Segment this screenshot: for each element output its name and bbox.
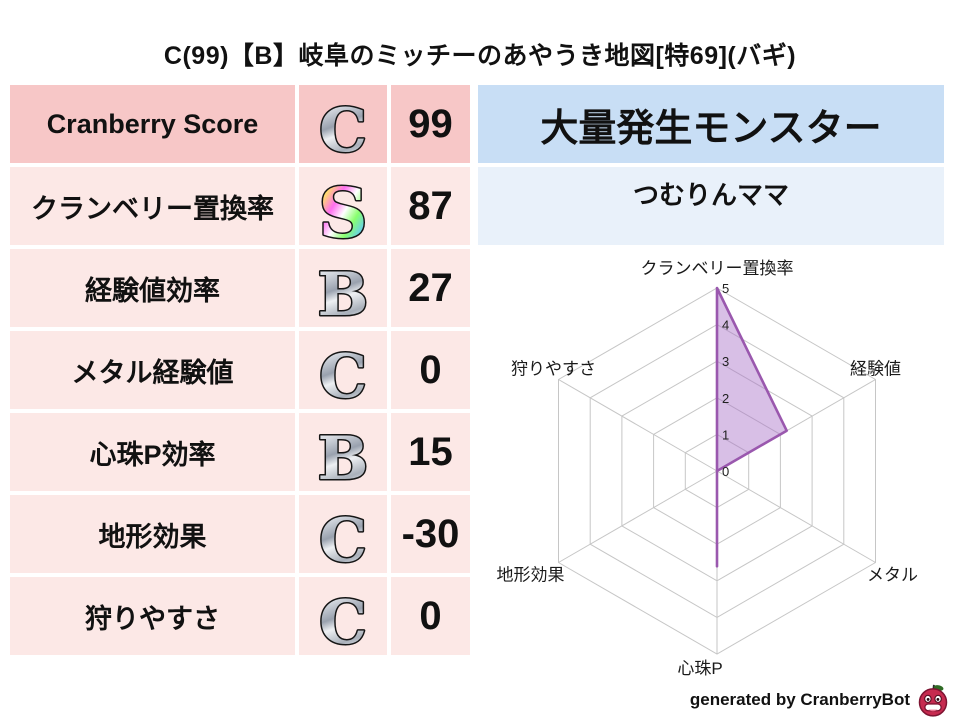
stat-value: 99 [408,101,453,146]
radar-axis-line [558,470,718,563]
grade-badge: C [299,331,387,414]
grade-badge: B [299,249,387,332]
grade-badge: S [299,167,387,256]
stat-label: クランベリー置換率 [31,193,274,224]
stat-label: 地形効果 [98,521,207,552]
svg-text:S: S [318,174,367,254]
footer: generated by CranberryBot [690,682,950,718]
svg-text:C: C [319,588,367,658]
radar-axis-label: 経験値 [850,360,901,379]
radar-axis-label: 地形効果 [497,566,565,585]
stat-row: 地形効果 C -30 [10,495,470,578]
stat-value: -30 [401,511,460,556]
stat-value: 0 [419,593,442,638]
cranberry-bot-icon [918,684,948,717]
grade-letter-icon: C [318,505,369,578]
stat-value: 0 [419,347,442,392]
radar-axis-label: 心珠P [677,659,722,678]
svg-text:C: C [319,506,367,576]
radar-chart-area: 0 1 2 3 4 5 クランベリー置換率経験値メタル心珠P 地形効果 狩りやすさ [480,253,950,693]
radar-axis-label: クランベリー置換率 [641,259,794,278]
radar-axis-line [558,379,718,472]
grade-letter-icon: S [317,173,369,256]
radar-tick-label: 0 [722,464,729,479]
footer-credit: generated by CranberryBot [689,690,910,709]
svg-text:C: C [319,96,367,166]
stat-label: 狩りやすさ [85,603,220,634]
stat-row: 心珠P効率 B 15 [10,413,470,496]
grade-badge: B [299,413,387,496]
monster-name: つむりんママ [478,167,944,245]
stat-label: Cranberry Score [46,108,259,139]
stat-row: メタル経験値 C 0 [10,331,470,414]
radar-tick-label: 1 [722,427,729,442]
stat-row: 経験値効率 B 27 [10,249,470,332]
grade-letter-icon: C [318,587,369,660]
stat-label: 経験値効率 [85,275,220,306]
stat-label: 心珠P効率 [89,439,216,470]
grade-letter-icon: B [316,423,370,496]
svg-text:C: C [319,342,367,412]
stat-label: メタル経験値 [71,357,234,388]
svg-text:B: B [318,424,369,494]
stat-row: 狩りやすさ C 0 [10,577,470,660]
radar-polygon [715,286,789,568]
svg-text:B: B [318,260,369,330]
monster-header: 大量発生モンスター [478,85,944,163]
grade-letter-icon: B [316,259,370,332]
radar-tick-label: 3 [722,354,729,369]
grade-letter-icon: C [318,95,369,168]
radar-axis-label: メタル [867,566,918,585]
stat-row: Cranberry Score C 99 [10,85,470,168]
stats-table: Cranberry Score C 99 クランベリー置換率 S 87 経験値効… [10,85,470,660]
radar-tick-label: 2 [722,391,729,406]
grade-letter-icon: C [318,341,369,414]
radar-axis-label: 狩りやすさ [511,360,596,379]
page-title: C(99)【B】岐阜のミッチーのあやうき地図[特69](バギ) [163,42,797,70]
radar-axis-line [716,470,876,563]
stat-value: 87 [408,183,453,228]
grade-badge: C [299,85,387,168]
stat-value: 27 [408,265,453,310]
grade-badge: C [299,577,387,660]
radar-tick-label: 4 [722,318,729,333]
stat-value: 15 [408,429,453,474]
grade-badge: C [299,495,387,578]
radar-tick-label: 5 [722,281,729,296]
stat-row: クランベリー置換率 S 87 [10,167,470,256]
